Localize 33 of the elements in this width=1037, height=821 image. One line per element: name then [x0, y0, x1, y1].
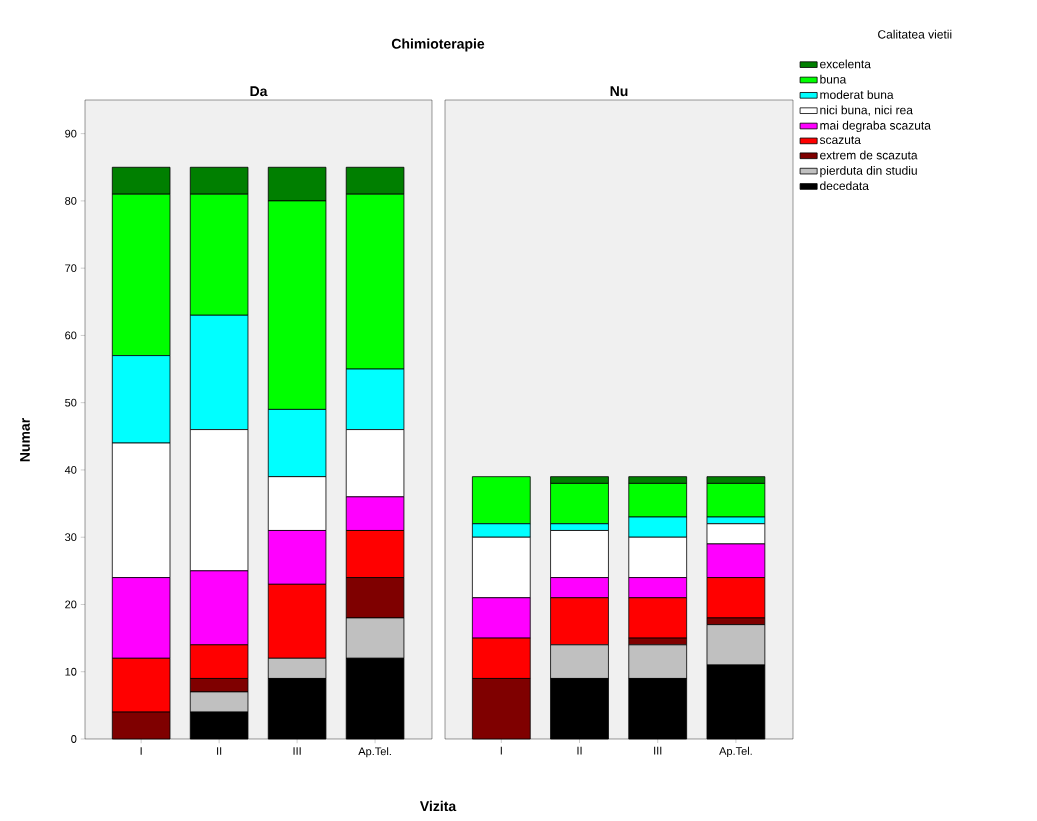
- x-tick-label: II: [577, 746, 582, 755]
- chart-subtitle: Da: [250, 86, 268, 97]
- legend-label: decedata: [820, 181, 869, 191]
- y-tick-label: 30: [65, 533, 77, 542]
- legend-label: extrem de scazuta: [820, 150, 918, 160]
- y-tick-label: 70: [65, 264, 77, 273]
- legend-label: pierduta din studiu: [820, 165, 917, 178]
- y-tick-label: 60: [65, 331, 77, 340]
- legend-label: excelenta: [820, 59, 871, 69]
- y-tick-label: 50: [65, 398, 77, 407]
- x-tick-label: III: [293, 747, 301, 755]
- x-tick-label: Ap.Tel.: [358, 747, 391, 758]
- legend-label: moderat buna: [820, 90, 894, 99]
- x-tick-label: I: [140, 747, 142, 755]
- legend-label: scazuta: [819, 136, 861, 145]
- legend-label: nici buna, nici rea: [820, 105, 913, 116]
- y-axis-title: Numar: [20, 418, 30, 462]
- x-tick-label: II: [217, 747, 222, 755]
- x-tick-label: Ap.Tel.: [719, 746, 752, 758]
- legend-label: buna: [820, 74, 847, 84]
- chart-subtitle: Nu: [610, 86, 628, 97]
- y-tick-label: 10: [65, 667, 77, 676]
- y-tick-label: 90: [65, 129, 77, 138]
- x-tick-label: I: [500, 746, 502, 755]
- legend-title: Calitatea vietii: [878, 29, 952, 39]
- y-tick-label: 40: [64, 466, 77, 474]
- legend-label: mai degraba scazuta: [820, 120, 931, 133]
- y-tick-label: 20: [65, 600, 77, 609]
- x-axis-title: Vizita: [419, 800, 457, 812]
- chart-title: Chimioterapie: [391, 38, 485, 52]
- y-tick-label: 80: [65, 197, 77, 205]
- y-tick-label: 0: [71, 735, 77, 743]
- x-tick-label: III: [654, 746, 662, 755]
